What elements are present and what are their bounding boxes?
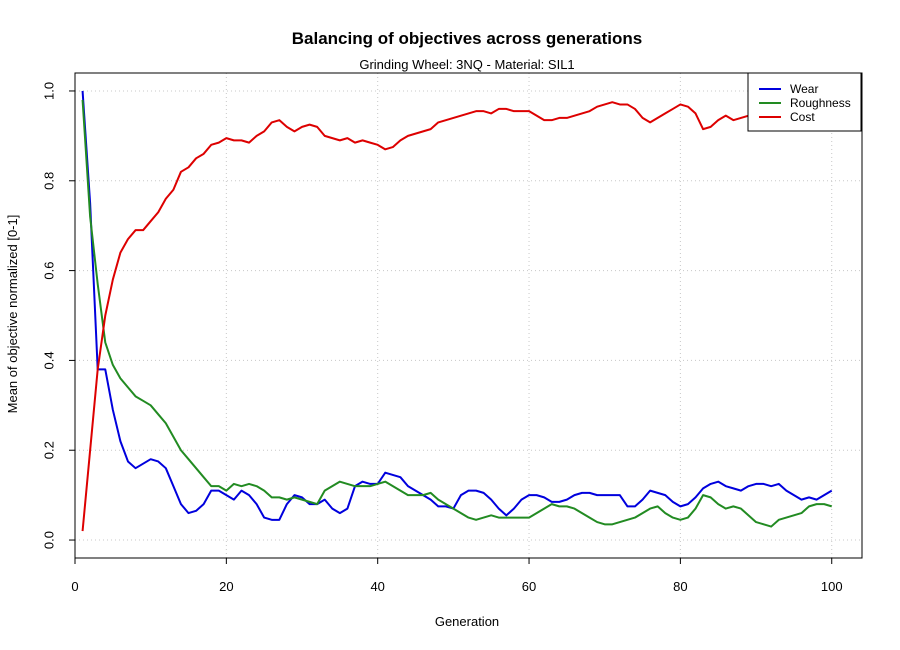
y-tick-label: 0.4 <box>41 351 56 369</box>
legend-label-wear: Wear <box>790 82 818 96</box>
x-tick-label: 0 <box>71 579 78 594</box>
series-line-cost <box>81 101 832 532</box>
y-tick-label: 0.2 <box>41 441 56 459</box>
y-axis-label: Mean of objective normalized [0-1] <box>5 215 20 414</box>
x-tick-label: 80 <box>673 579 687 594</box>
series-lines <box>81 90 833 532</box>
series-line-roughness <box>81 99 833 528</box>
y-tick-label: 1.0 <box>41 82 56 100</box>
y-tick-label: 0.0 <box>41 531 56 549</box>
series-line-wear <box>81 90 833 521</box>
y-tick-label: 0.8 <box>41 172 56 190</box>
x-tick-label: 20 <box>219 579 233 594</box>
plot-frame <box>74 72 863 559</box>
x-axis-label: Generation <box>435 614 499 629</box>
y-tick-label: 0.6 <box>41 262 56 280</box>
grid <box>74 73 862 558</box>
x-tick-label: 40 <box>370 579 384 594</box>
chart-subtitle: Grinding Wheel: 3NQ - Material: SIL1 <box>359 57 574 72</box>
chart-title: Balancing of objectives across generatio… <box>292 29 643 48</box>
legend-label-cost: Cost <box>790 110 815 124</box>
axis-ticks: 0 20 40 60 80 100 0.0 0.2 0.4 0.6 0.8 1.0 <box>41 82 842 594</box>
x-tick-label: 100 <box>821 579 843 594</box>
legend-label-roughness: Roughness <box>790 96 851 110</box>
x-tick-label: 60 <box>522 579 536 594</box>
